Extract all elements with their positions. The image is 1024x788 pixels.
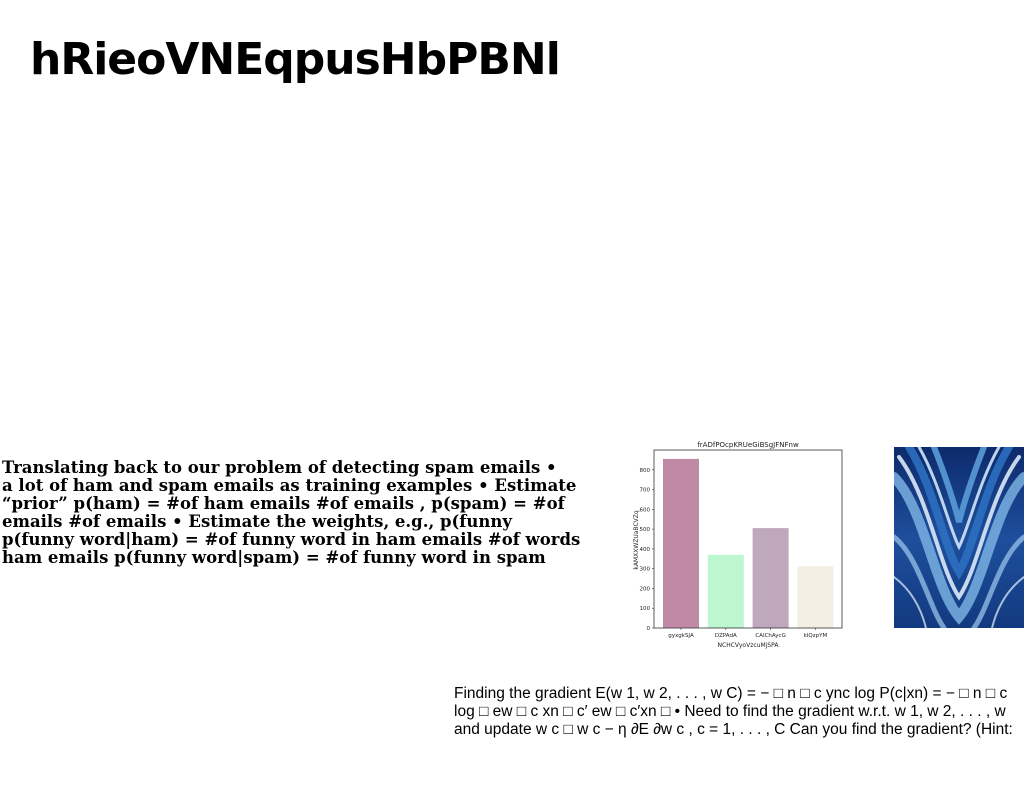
text-line: log □ ew □ c xn □ c′ ew □ c′xn □ • Need … xyxy=(454,703,1006,720)
y-tick-label: 700 xyxy=(640,488,651,494)
x-tick-label: CAIChAycG xyxy=(755,633,785,639)
bar-chart: frADfPOcpKRUeGiBSgJFNFnw kAMXXWZUaBCVZq … xyxy=(633,441,843,649)
chart-y-axis-label: kAMXXWZUaBCVZq xyxy=(633,510,640,570)
x-tick-label: kIQzpYM xyxy=(804,633,828,639)
text-line: p(funny word|ham) = #of funny word in ha… xyxy=(2,530,581,549)
chart-x-axis-label: NCHCVyoVzcuMjSPA xyxy=(718,642,780,649)
text-line: Translating back to our problem of detec… xyxy=(2,458,557,477)
bar-gyxgkSJA xyxy=(663,458,699,628)
text-line: emails #of emails • Estimate the weights… xyxy=(2,512,512,531)
text-line: Finding the gradient E(w 1, w 2, . . . ,… xyxy=(454,685,1008,702)
chart-title: frADfPOcpKRUeGiBSgJFNFnw xyxy=(697,441,799,449)
x-tick-label: gyxgkSJA xyxy=(668,633,694,639)
y-tick-label: 600 xyxy=(640,507,651,513)
text-line: a lot of ham and spam emails as training… xyxy=(2,476,577,495)
bar-kIQzpYM xyxy=(797,566,834,628)
slide-title: hRieoVNEqpusHbPBNl xyxy=(30,34,561,85)
abstract-art-image xyxy=(894,447,1024,628)
spam-explanation-text: Translating back to our problem of detec… xyxy=(2,459,592,567)
chart-plot-frame xyxy=(653,449,843,629)
bar-CAIChAycG xyxy=(752,528,789,628)
text-line: and update w c □ w c − η ∂E ∂w c , c = 1… xyxy=(454,721,1013,738)
y-tick-label: 300 xyxy=(640,567,651,573)
text-line: “prior” p(ham) = #of ham emails #of emai… xyxy=(2,494,565,513)
y-tick-label: 200 xyxy=(640,586,651,592)
y-tick-label: 500 xyxy=(640,527,651,533)
y-tick-label: 800 xyxy=(640,468,651,474)
y-tick-label: 0 xyxy=(647,626,651,632)
gradient-explanation-text: Finding the gradient E(w 1, w 2, . . . ,… xyxy=(454,685,1024,739)
x-tick-label: DZPAdA xyxy=(715,633,737,639)
y-tick-label: 100 xyxy=(640,606,651,612)
text-line: ham emails p(funny word|spam) = #of funn… xyxy=(2,548,546,567)
y-tick-label: 400 xyxy=(640,547,651,553)
bar-DZPAdA xyxy=(707,554,744,628)
